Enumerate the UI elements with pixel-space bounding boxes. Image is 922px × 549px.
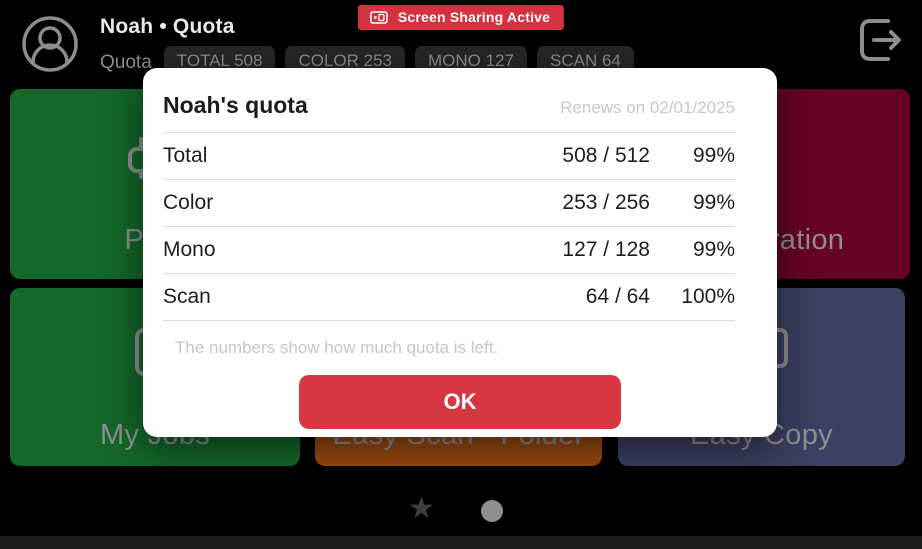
quota-dialog: Noah's quota Renews on 02/01/2025 Total … [143, 68, 777, 437]
bottom-bar [0, 536, 922, 549]
quota-row-value: 508 / 512 [562, 144, 650, 167]
screen-share-icon [370, 10, 388, 24]
dialog-title: Noah's quota [163, 92, 308, 118]
quota-row-percent: 100% [681, 285, 735, 308]
dialog-note: The numbers show how much quota is left. [175, 338, 499, 357]
screen-sharing-badge: Screen Sharing Active [357, 5, 565, 30]
ok-button[interactable]: OK [299, 375, 621, 429]
user-avatar-icon [20, 14, 80, 74]
quota-row-label: Color [163, 191, 214, 214]
quota-row-color: Color 253 / 256 99% [163, 180, 735, 227]
page-title: Noah • Quota [100, 15, 235, 38]
quota-row-scan: Scan 64 / 64 100% [163, 274, 735, 321]
favorites-page-star-icon[interactable]: ★ [408, 492, 435, 525]
logout-icon [856, 19, 906, 70]
page-indicator-dot[interactable] [481, 500, 503, 522]
quota-row-value: 127 / 128 [562, 238, 650, 261]
quota-row-label: Scan [163, 285, 211, 308]
quota-row-percent: 99% [692, 238, 735, 261]
quota-row-total: Total 508 / 512 99% [163, 133, 735, 180]
quota-subtitle: Quota [100, 52, 152, 73]
quota-row-value: 64 / 64 [585, 285, 650, 308]
quota-row-percent: 99% [692, 191, 735, 214]
quota-row-mono: Mono 127 / 128 99% [163, 227, 735, 274]
quota-row-label: Total [163, 144, 208, 167]
dialog-renews-date: Renews on 02/01/2025 [560, 98, 735, 117]
quota-row-percent: 99% [692, 144, 735, 167]
quota-row-label: Mono [163, 238, 216, 261]
quota-row-value: 253 / 256 [562, 191, 650, 214]
screen-sharing-label: Screen Sharing Active [397, 9, 551, 25]
quota-table: Total 508 / 512 99% Color 253 / 256 99% … [163, 132, 735, 321]
logout-button[interactable] [856, 13, 906, 67]
